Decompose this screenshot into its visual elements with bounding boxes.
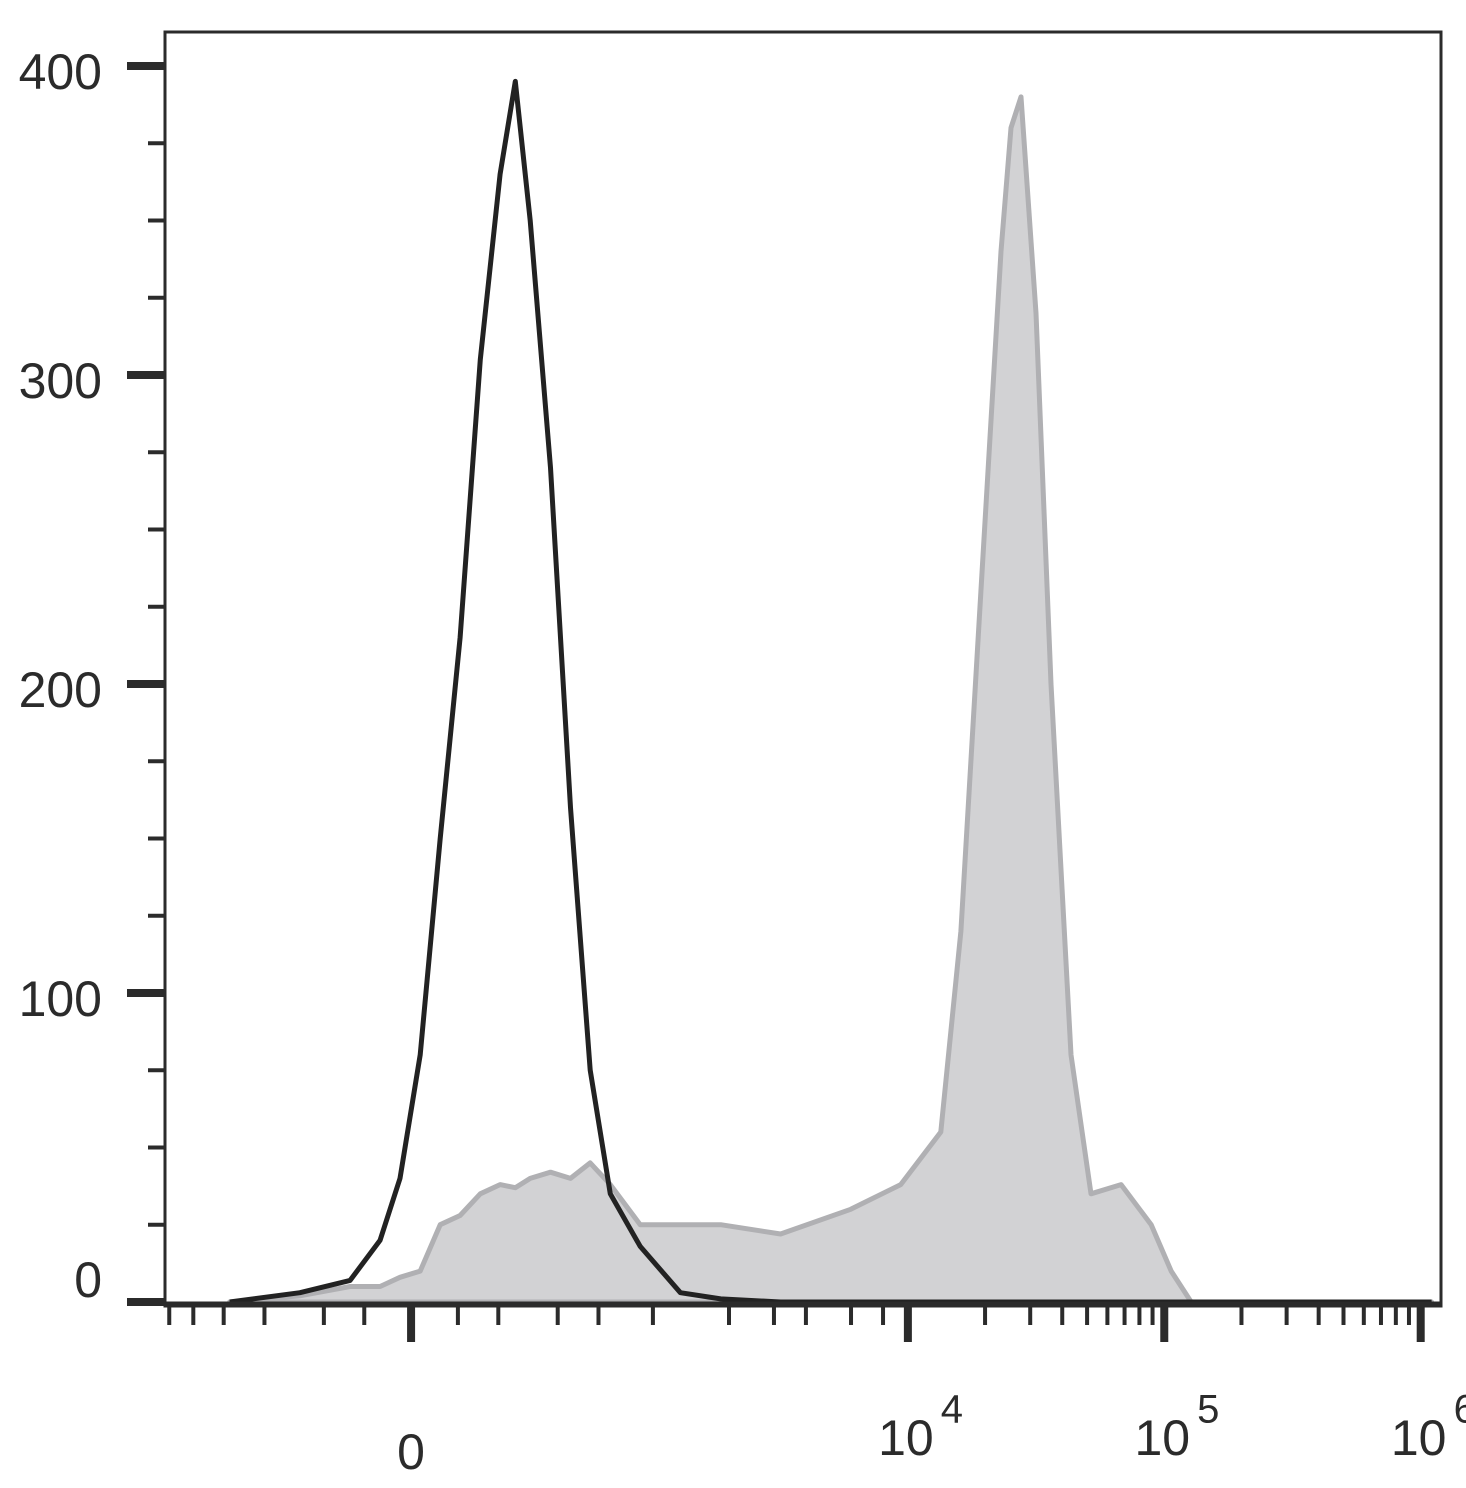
plot-frame — [163, 30, 1443, 1308]
y-tick-label: 0 — [74, 1252, 102, 1308]
y-tick-label: 400 — [19, 44, 102, 100]
x-tick-exponent: 5 — [1197, 1388, 1219, 1432]
y-tick-label: 100 — [19, 971, 102, 1027]
y-tick-label: 200 — [19, 662, 102, 718]
x-tick-exponent: 6 — [1454, 1388, 1466, 1432]
x-tick-label: 10 — [1391, 1410, 1447, 1466]
x-tick-label: 0 — [397, 1424, 425, 1480]
area-fill — [227, 94, 1435, 1305]
x-tick-label: 10 — [878, 1410, 934, 1466]
y-tick-label: 300 — [19, 353, 102, 409]
histogram-line — [229, 78, 1432, 1305]
x-tick-exponent: 4 — [941, 1388, 963, 1432]
x-tick-label: 10 — [1134, 1410, 1190, 1466]
